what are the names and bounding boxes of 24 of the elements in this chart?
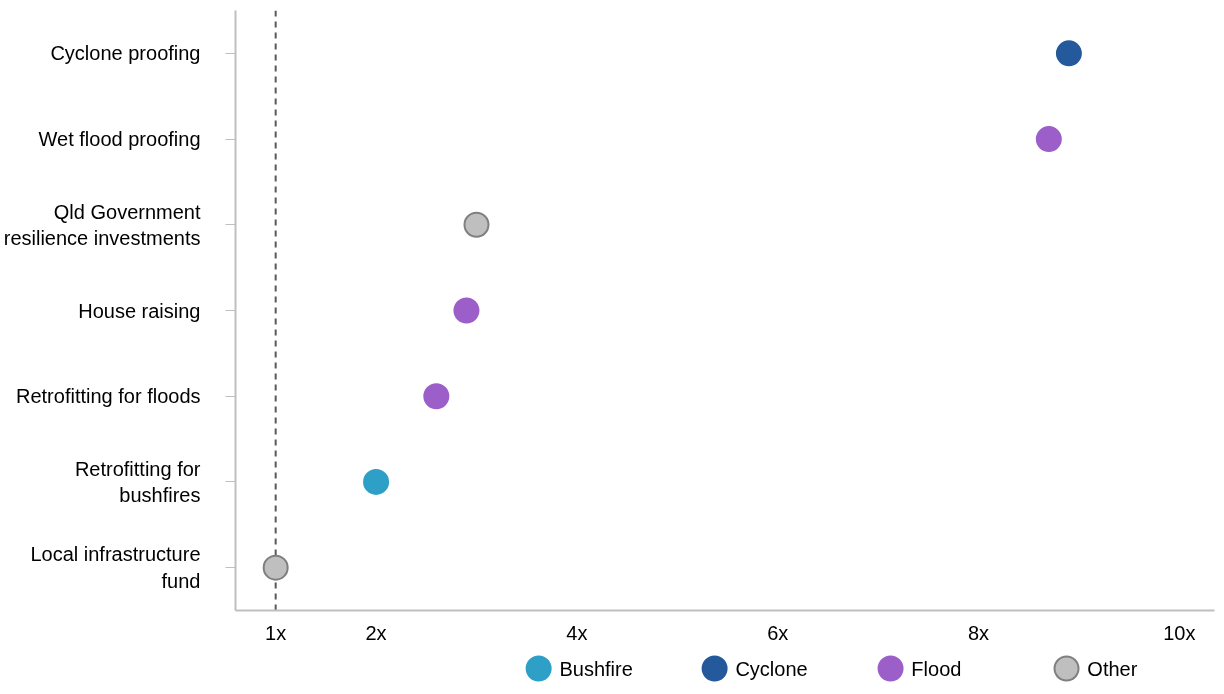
x-tick-label: 1x [265,621,287,644]
point [363,468,390,495]
x-tick-label: 2x [365,621,387,644]
point [453,297,480,324]
x-tick-label: 8x [967,621,990,644]
y-tick-label: Local infrastructure fund [30,543,201,592]
legend-label: Flood [911,657,962,680]
x-tick-label: 4x [566,621,588,644]
y-tick-label: Wet flood proofing [38,128,201,151]
legend-label: Cyclone [735,657,808,680]
y-tick-label: Cyclone proofing [50,42,201,65]
legend-label: Bushfire [559,657,633,680]
x-tick-label: 6x [767,621,789,644]
y-tick-label: Retrofitting for bushfires [74,457,201,507]
y-tick-label: Retrofitting for floods [15,385,201,408]
point [1035,126,1062,153]
x-tick-label: 10x [1163,621,1196,644]
point [1055,40,1082,67]
legend-label: Other [1087,657,1138,680]
point [463,211,490,238]
point [262,554,289,581]
y-tick-label: House raising [78,299,201,322]
y-tick-label: Qld Government resilience investments [3,200,201,249]
point [423,383,450,410]
